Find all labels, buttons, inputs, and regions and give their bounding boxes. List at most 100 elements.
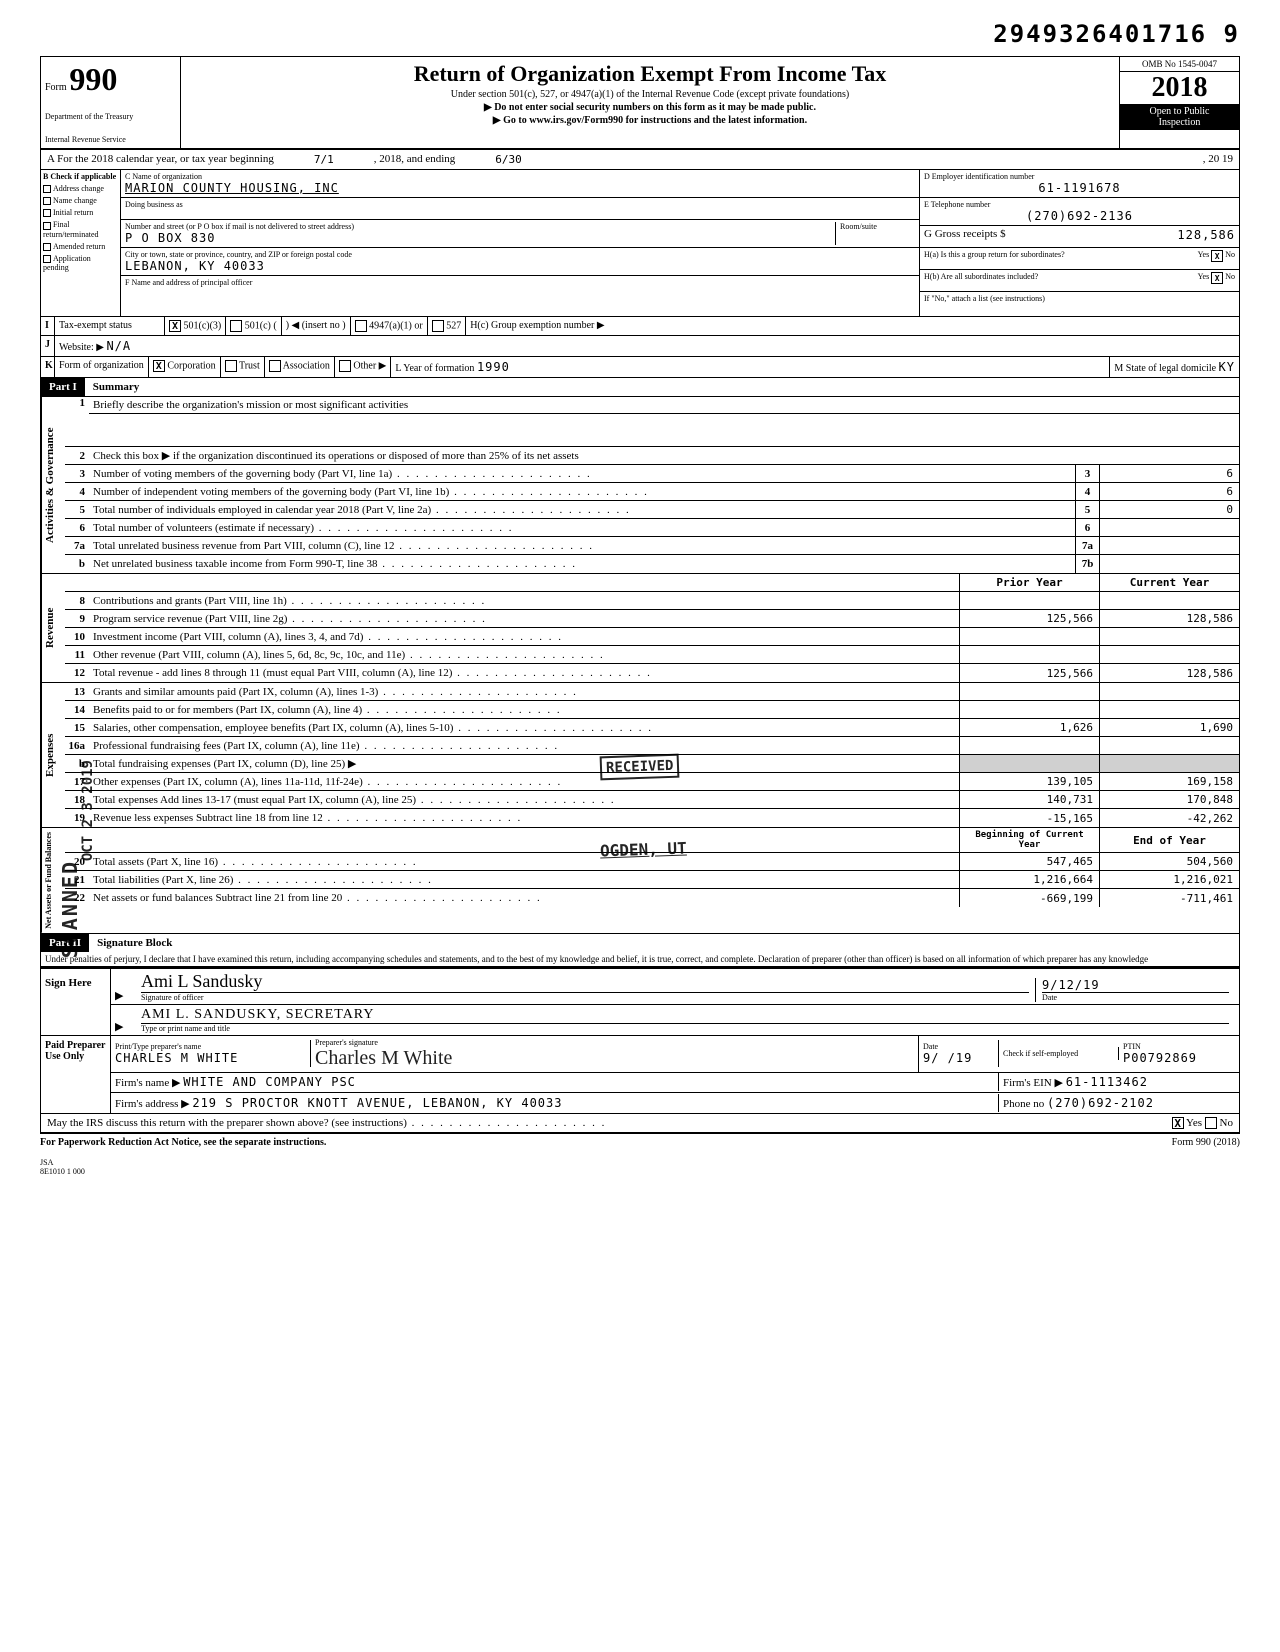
eoy-head: End of Year (1099, 828, 1239, 852)
gross-label: G Gross receipts $ (924, 228, 1006, 245)
ein-label: D Employer identification number (924, 172, 1235, 181)
row-i: I (41, 317, 55, 335)
chk-address[interactable] (43, 185, 51, 193)
chk-name[interactable] (43, 197, 51, 205)
a1-label: 4947(a)(1) or (369, 320, 423, 331)
exp-label: Expenses (41, 683, 65, 827)
city-label: City or town, state or province, country… (125, 250, 915, 259)
corp-box[interactable]: X (153, 360, 165, 372)
line2-desc: Check this box ▶ if the organization dis… (89, 447, 1239, 464)
print-name: AMI L. SANDUSKY, SECRETARY (141, 1007, 374, 1022)
a1-box[interactable] (355, 320, 367, 332)
curr-year-head: Current Year (1099, 574, 1239, 591)
hb-yes: Yes (1198, 272, 1210, 289)
assoc-label: Association (283, 360, 330, 371)
na-label: Net Assets or Fund Balances (41, 828, 65, 933)
l15-curr: 1,690 (1099, 719, 1239, 736)
document-number: 2949326401716 9 (40, 20, 1240, 48)
line9-desc: Program service revenue (Part VIII, line… (89, 611, 959, 627)
prep-signature: Charles M White (315, 1047, 452, 1069)
ha-label: H(a) Is this a group return for subordin… (924, 250, 1198, 267)
l17-curr: 169,158 (1099, 773, 1239, 790)
paperwork-notice: For Paperwork Reduction Act Notice, see … (40, 1137, 326, 1148)
website-value: N/A (106, 339, 131, 353)
room-label: Room/suite (840, 222, 915, 231)
line19-desc: Revenue less expenses Subtract line 18 f… (89, 810, 959, 826)
row-k: K (41, 357, 55, 377)
part2-header: Part II (41, 934, 89, 952)
c-box[interactable] (230, 320, 242, 332)
line17-desc: Other expenses (Part IX, column (A), lin… (89, 774, 959, 790)
l22-curr: -711,461 (1099, 889, 1239, 907)
assoc-box[interactable] (269, 360, 281, 372)
boy-head: Beginning of Current Year (959, 828, 1099, 852)
chk-initial[interactable] (43, 209, 51, 217)
discuss-no-box[interactable] (1205, 1117, 1217, 1129)
year-form-label: L Year of formation (395, 363, 474, 374)
chk-app[interactable] (43, 255, 51, 263)
line12-desc: Total revenue - add lines 8 through 11 (… (89, 665, 959, 681)
chk-name-label: Name change (53, 196, 97, 205)
line13-desc: Grants and similar amounts paid (Part IX… (89, 684, 959, 700)
c3-label: 501(c)(3) (184, 320, 222, 331)
gross-value: 128,586 (1177, 228, 1235, 245)
527-box[interactable] (432, 320, 444, 332)
ha-no-box[interactable]: X (1211, 250, 1223, 262)
chk-amended[interactable] (43, 243, 51, 251)
firm-label: Firm's name ▶ (115, 1077, 180, 1089)
discuss-no: No (1220, 1117, 1233, 1129)
firm-phone: (270)692-2102 (1047, 1096, 1154, 1110)
corp-label: Corporation (167, 360, 215, 371)
org-name: MARION COUNTY HOUSING, INC (125, 181, 339, 195)
ptp-label: Print/Type preparer's name (115, 1042, 306, 1051)
officer-label: F Name and address of principal officer (125, 278, 915, 287)
line7b-desc: Net unrelated business taxable income fr… (89, 556, 1075, 572)
line3-val: 6 (1099, 465, 1239, 482)
officer-signature: Ami L Sandusky (141, 971, 262, 991)
discuss-yes-box[interactable]: X (1172, 1117, 1184, 1129)
firm-ein: 61-1113462 (1066, 1075, 1148, 1089)
firm-addr-label: Firm's address ▶ (115, 1098, 190, 1110)
chk-final[interactable] (43, 222, 51, 230)
form-header: Form 990 Department of the Treasury Inte… (40, 56, 1240, 150)
line20-desc: Total assets (Part X, line 16) (89, 854, 959, 870)
ha-no: No (1225, 250, 1235, 267)
org-city: LEBANON, KY 40033 (125, 259, 265, 273)
line21-desc: Total liabilities (Part X, line 26) (89, 872, 959, 888)
irs-label: Internal Revenue Service (45, 135, 176, 144)
hb-no: No (1225, 272, 1235, 289)
hb-no-box[interactable]: X (1211, 272, 1223, 284)
l12-curr: 128,586 (1099, 664, 1239, 682)
period-end: 6/30 (495, 153, 522, 166)
line18-desc: Total expenses Add lines 13-17 (must equ… (89, 792, 959, 808)
prior-year-head: Prior Year (959, 574, 1099, 591)
l9-curr: 128,586 (1099, 610, 1239, 627)
chk-initial-label: Initial return (53, 208, 93, 217)
dba-label: Doing business as (125, 200, 915, 209)
prep-name: CHARLES M WHITE (115, 1051, 238, 1065)
firm-phone-label: Phone no (1003, 1098, 1044, 1110)
other-box[interactable] (339, 360, 351, 372)
line3-desc: Number of voting members of the governin… (89, 466, 1075, 482)
ptin-label: PTIN (1123, 1042, 1235, 1051)
line5-val: 0 (1099, 501, 1239, 518)
phone-label: E Telephone number (924, 200, 1235, 209)
gov-label: Activities & Governance (41, 397, 65, 573)
line16a-desc: Professional fundraising fees (Part IX, … (89, 738, 959, 754)
org-address: P O BOX 830 (125, 231, 215, 245)
org-info-block: B Check if applicable Address change Nam… (40, 170, 1240, 317)
tax-year: 2018 (1120, 72, 1239, 104)
firm-addr: 219 S PROCTOR KNOTT AVENUE, LEBANON, KY … (192, 1096, 562, 1110)
trust-box[interactable] (225, 360, 237, 372)
form-number: 990 (69, 61, 117, 97)
chk-final-label: Final return/terminated (43, 220, 99, 238)
part1-header: Part I (41, 378, 85, 396)
line16b-desc: Total fundraising expenses (Part IX, col… (89, 755, 959, 772)
line11-desc: Other revenue (Part VIII, column (A), li… (89, 647, 959, 663)
discuss-yes: Yes (1186, 1117, 1202, 1129)
discuss-question: May the IRS discuss this return with the… (47, 1117, 606, 1129)
prep-date-label: Date (923, 1042, 994, 1051)
c-label: 501(c) ( (245, 320, 277, 331)
ptin-value: P00792869 (1123, 1051, 1197, 1065)
c3-box[interactable]: X (169, 320, 181, 332)
